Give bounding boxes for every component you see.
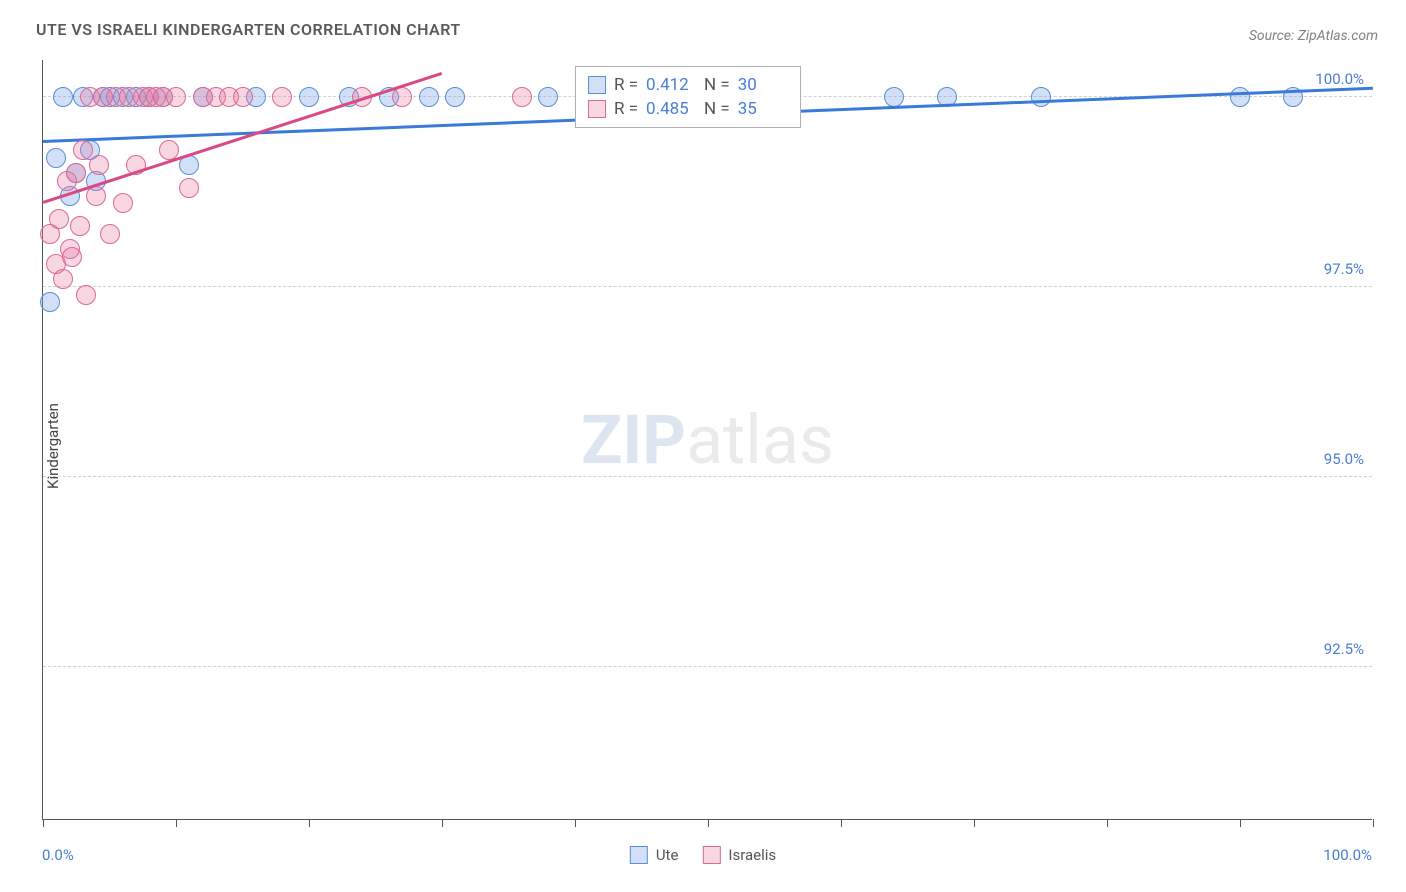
source-attribution: Source: ZipAtlas.com bbox=[1249, 28, 1378, 44]
source-value: ZipAtlas.com bbox=[1298, 28, 1378, 44]
grid-line bbox=[43, 286, 1372, 287]
x-axis-max-label: 100.0% bbox=[1323, 846, 1372, 864]
source-label: Source: bbox=[1249, 28, 1298, 44]
y-tick-label: 97.5% bbox=[1324, 260, 1364, 278]
scatter-plot-area: ZIPatlas 92.5% 95.0% 97.5% 100.0% R = 0.412 N … bbox=[42, 60, 1372, 820]
data-point bbox=[299, 87, 319, 107]
data-point bbox=[86, 186, 106, 206]
x-tick bbox=[1373, 819, 1374, 827]
stats-swatch bbox=[588, 76, 606, 94]
stats-row: R = 0.412 N = 30 bbox=[588, 73, 788, 97]
data-point bbox=[76, 285, 96, 305]
watermark: ZIPatlas bbox=[581, 400, 834, 480]
data-point bbox=[233, 87, 253, 107]
data-point bbox=[512, 87, 532, 107]
data-point bbox=[100, 224, 120, 244]
data-point bbox=[445, 87, 465, 107]
x-tick bbox=[974, 819, 975, 827]
y-tick-label: 92.5% bbox=[1324, 640, 1364, 658]
data-point bbox=[46, 148, 66, 168]
data-point bbox=[1031, 87, 1051, 107]
grid-line bbox=[43, 476, 1372, 477]
data-point bbox=[884, 87, 904, 107]
stat-r-label: R = bbox=[614, 75, 638, 95]
legend-label-ute: Ute bbox=[656, 846, 679, 864]
stat-n-value: 35 bbox=[738, 99, 788, 119]
stat-r-label: R = bbox=[614, 99, 638, 119]
x-axis-min-label: 0.0% bbox=[42, 846, 74, 864]
legend: Ute Israelis bbox=[630, 846, 776, 864]
legend-swatch-israelis bbox=[702, 846, 720, 864]
data-point bbox=[49, 209, 69, 229]
data-point bbox=[53, 269, 73, 289]
legend-label-israelis: Israelis bbox=[728, 846, 776, 864]
data-point bbox=[166, 87, 186, 107]
data-point bbox=[73, 140, 93, 160]
data-point bbox=[89, 155, 109, 175]
watermark-bold: ZIP bbox=[581, 400, 686, 480]
legend-item-ute: Ute bbox=[630, 846, 679, 864]
legend-swatch-ute bbox=[630, 846, 648, 864]
x-tick bbox=[708, 819, 709, 827]
stat-r-value: 0.485 bbox=[646, 99, 696, 119]
data-point bbox=[40, 292, 60, 312]
stats-row: R = 0.485 N = 35 bbox=[588, 97, 788, 121]
data-point bbox=[66, 163, 86, 183]
x-tick bbox=[1107, 819, 1108, 827]
x-tick bbox=[43, 819, 44, 827]
x-tick bbox=[841, 819, 842, 827]
x-tick bbox=[575, 819, 576, 827]
watermark-light: atlas bbox=[686, 400, 834, 480]
data-point bbox=[272, 87, 292, 107]
legend-item-israelis: Israelis bbox=[702, 846, 776, 864]
data-point bbox=[179, 178, 199, 198]
y-tick-label: 95.0% bbox=[1324, 450, 1364, 468]
stat-r-value: 0.412 bbox=[646, 75, 696, 95]
data-point bbox=[62, 247, 82, 267]
stats-box: R = 0.412 N = 30 R = 0.485 N = 35 bbox=[575, 66, 801, 128]
grid-line bbox=[43, 666, 1372, 667]
data-point bbox=[538, 87, 558, 107]
stat-n-label: N = bbox=[704, 99, 730, 119]
x-tick bbox=[1240, 819, 1241, 827]
data-point bbox=[419, 87, 439, 107]
data-point bbox=[392, 87, 412, 107]
stat-n-label: N = bbox=[704, 75, 730, 95]
x-tick bbox=[309, 819, 310, 827]
stats-swatch bbox=[588, 100, 606, 118]
x-tick bbox=[442, 819, 443, 827]
data-point bbox=[70, 216, 90, 236]
stat-n-value: 30 bbox=[738, 75, 788, 95]
data-point bbox=[53, 87, 73, 107]
y-tick-label: 100.0% bbox=[1315, 70, 1364, 88]
data-point bbox=[1230, 87, 1250, 107]
data-point bbox=[113, 193, 133, 213]
chart-title: UTE VS ISRAELI KINDERGARTEN CORRELATION … bbox=[36, 20, 461, 39]
x-tick bbox=[176, 819, 177, 827]
